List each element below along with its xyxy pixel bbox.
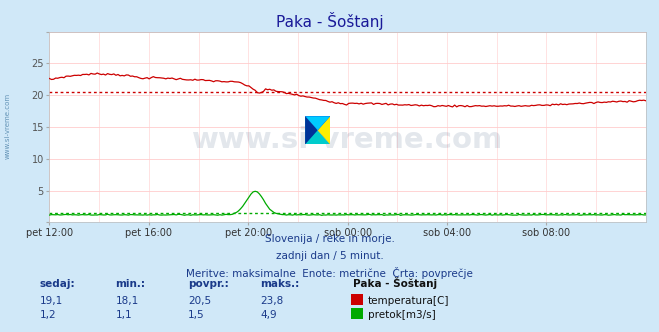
Text: 1,5: 1,5 xyxy=(188,310,204,320)
Text: Paka - Šoštanj: Paka - Šoštanj xyxy=(353,277,437,289)
Text: www.si-vreme.com: www.si-vreme.com xyxy=(192,126,503,154)
Polygon shape xyxy=(305,116,318,144)
Text: 23,8: 23,8 xyxy=(260,296,283,306)
Text: 19,1: 19,1 xyxy=(40,296,63,306)
Text: 1,1: 1,1 xyxy=(115,310,132,320)
Text: 1,2: 1,2 xyxy=(40,310,56,320)
Text: temperatura[C]: temperatura[C] xyxy=(368,296,449,306)
Text: maks.:: maks.: xyxy=(260,279,300,289)
Text: sedaj:: sedaj: xyxy=(40,279,75,289)
Text: min.:: min.: xyxy=(115,279,146,289)
Polygon shape xyxy=(305,116,330,144)
Polygon shape xyxy=(305,116,330,130)
Text: 18,1: 18,1 xyxy=(115,296,138,306)
Text: povpr.:: povpr.: xyxy=(188,279,229,289)
Text: pretok[m3/s]: pretok[m3/s] xyxy=(368,310,436,320)
Text: 4,9: 4,9 xyxy=(260,310,277,320)
Polygon shape xyxy=(318,116,330,144)
Text: zadnji dan / 5 minut.: zadnji dan / 5 minut. xyxy=(275,251,384,261)
Text: 20,5: 20,5 xyxy=(188,296,211,306)
Text: www.si-vreme.com: www.si-vreme.com xyxy=(5,93,11,159)
Text: Paka - Šoštanj: Paka - Šoštanj xyxy=(275,12,384,30)
Text: Slovenija / reke in morje.: Slovenija / reke in morje. xyxy=(264,234,395,244)
Text: Meritve: maksimalne  Enote: metrične  Črta: povprečje: Meritve: maksimalne Enote: metrične Črta… xyxy=(186,267,473,279)
Polygon shape xyxy=(305,116,330,144)
